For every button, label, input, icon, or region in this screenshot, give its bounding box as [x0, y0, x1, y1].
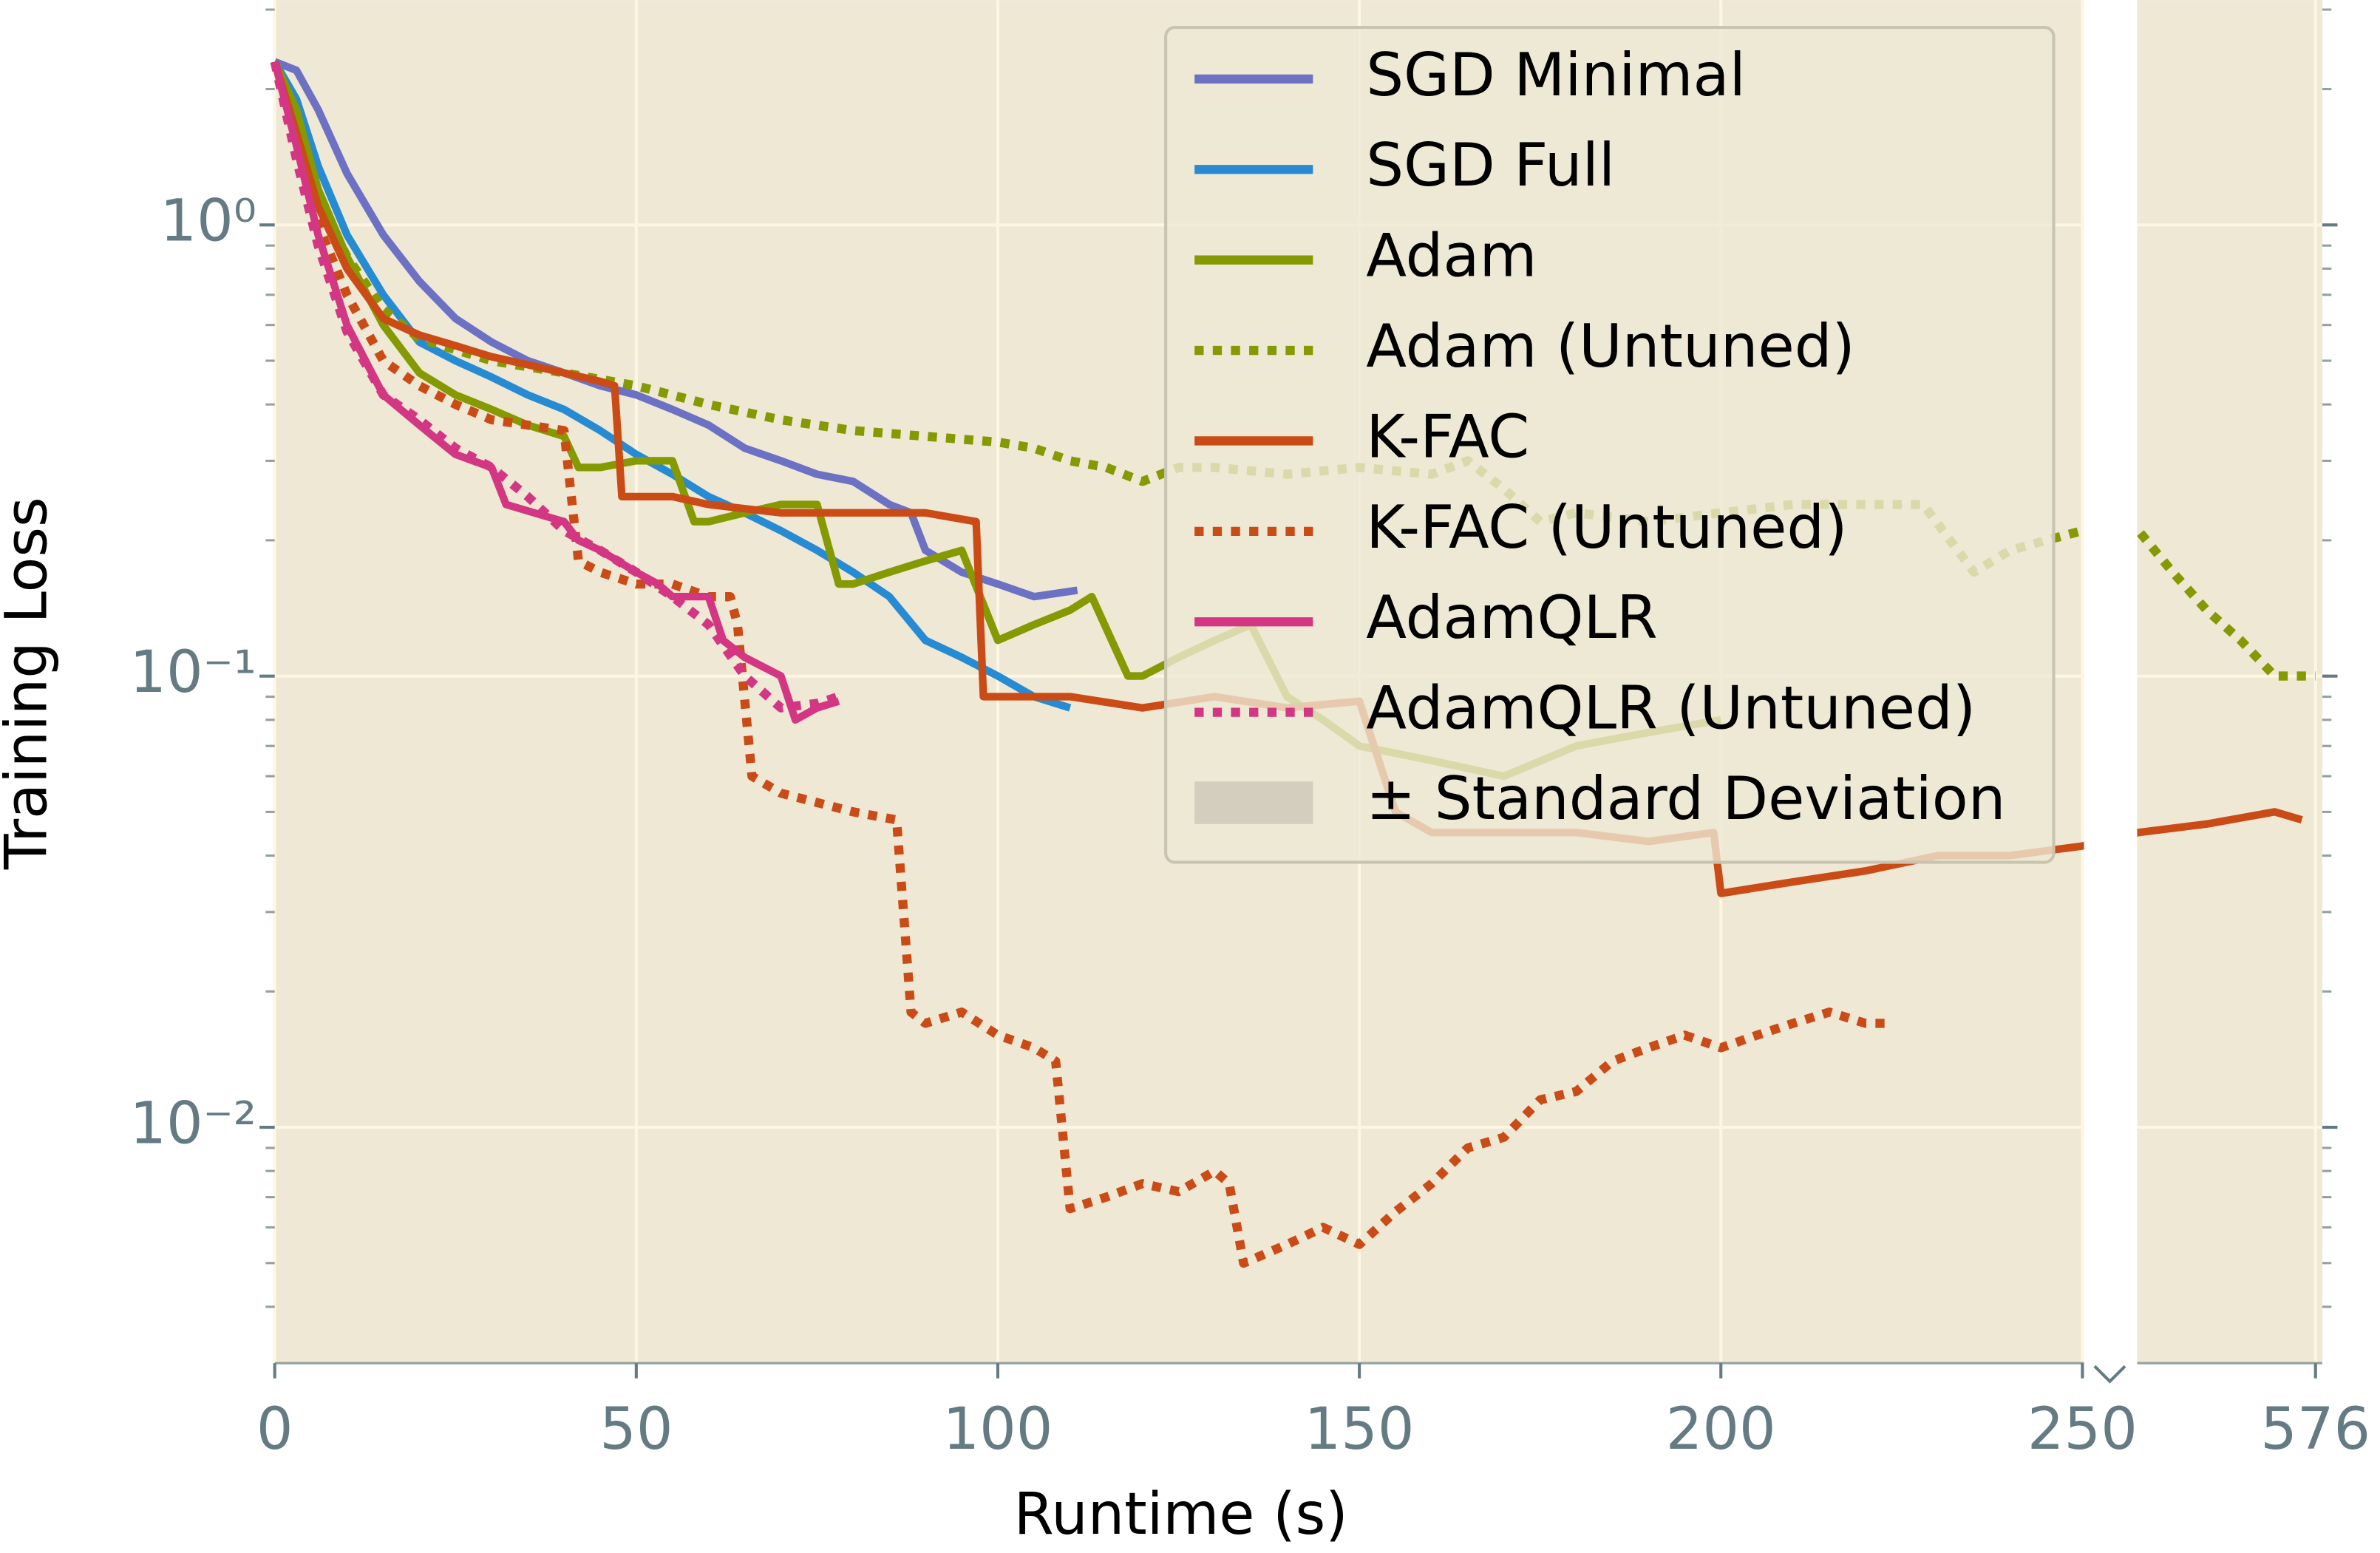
x-tick-label: 576	[2260, 1396, 2370, 1463]
y-tick-label: 10⁰	[160, 188, 257, 255]
axis-break-gap	[2084, 0, 2138, 1384]
legend-label: AdamQLR (Untuned)	[1366, 674, 1976, 743]
legend-label: ± Standard Deviation	[1366, 764, 2005, 833]
series-line	[273, 58, 1078, 601]
legend-label: SGD Full	[1366, 131, 1615, 200]
legend-label: K-FAC (Untuned)	[1366, 493, 1847, 562]
series-line	[271, 60, 2303, 897]
series-line	[270, 60, 1888, 1268]
legend-box	[1164, 26, 2056, 864]
legend-label: SGD Minimal	[1366, 41, 1746, 109]
axis-break-marker	[2093, 1365, 2126, 1384]
y-axis-label: Training Loss	[0, 497, 61, 870]
legend-label: AdamQLR	[1366, 583, 1658, 652]
x-tick-label: 100	[943, 1396, 1053, 1463]
legend-label: K-FAC	[1366, 402, 1529, 471]
series-line	[270, 61, 840, 713]
x-axis-label: Runtime (s)	[1014, 1481, 1348, 1548]
x-tick-label: 50	[599, 1396, 673, 1463]
x-tick-label: 200	[1666, 1396, 1776, 1463]
x-tick-label: 0	[256, 1396, 293, 1463]
y-tick-label: 10⁻²	[129, 1091, 256, 1158]
legend: SGD Minimal SGD Full Adam Adam (Untuned) K-F…	[1164, 26, 2056, 864]
x-tick-label: 250	[2027, 1396, 2138, 1463]
legend-label: Adam	[1366, 222, 1537, 290]
legend-label: Adam (Untuned)	[1366, 312, 1855, 381]
y-tick-label: 10⁻¹	[129, 639, 256, 706]
legend-swatch	[1194, 781, 1313, 824]
x-tick-label: 150	[1305, 1396, 1415, 1463]
axes: 10⁰ 10⁻¹ 10⁻² 0 50 100 150 200 250 576	[129, 8, 2370, 1463]
